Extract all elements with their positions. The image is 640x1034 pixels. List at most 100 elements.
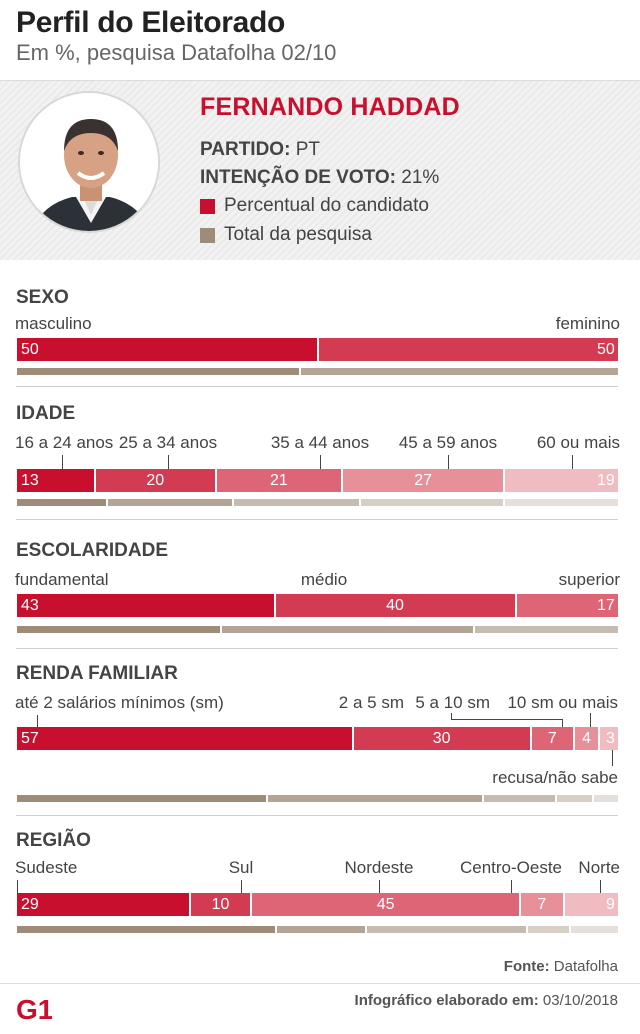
section-divider-idade bbox=[16, 519, 618, 520]
section-divider-renda-familiar bbox=[16, 815, 618, 816]
bar-escolaridade-2 bbox=[275, 594, 515, 617]
total-bar-escolaridade-1 bbox=[17, 626, 220, 633]
bar-value-idade-1: 13 bbox=[21, 472, 39, 489]
total-bar-sexo-1 bbox=[17, 368, 299, 375]
bar-value-regi-o-3: 45 bbox=[376, 896, 395, 913]
bar-value-regi-o-4: 7 bbox=[537, 896, 547, 913]
bar-renda-familiar-5 bbox=[600, 727, 618, 750]
bar-idade-3 bbox=[216, 469, 342, 492]
leader-line-regi-o-3 bbox=[379, 880, 380, 893]
section-title-sexo: SEXO bbox=[16, 287, 69, 308]
page-title: Perfil do Eleitorado bbox=[16, 6, 286, 39]
bar-regi-o-2 bbox=[190, 893, 251, 916]
total-bar-renda-familiar-4 bbox=[556, 795, 593, 802]
section-title-regi-o: REGIÃO bbox=[16, 830, 91, 851]
category-label-idade-1: 16 a 24 anos bbox=[15, 433, 114, 452]
leader-line-idade-3 bbox=[320, 455, 321, 469]
bar-idade-2 bbox=[96, 469, 215, 492]
bar-value-regi-o-5: 9 bbox=[606, 896, 615, 913]
category-label-escolaridade-2: médio bbox=[300, 570, 348, 589]
bar-value-renda-familiar-2: 30 bbox=[432, 730, 451, 747]
leader-line-renda-familiar-3a bbox=[451, 713, 452, 719]
leader-line-regi-o-1 bbox=[17, 880, 18, 893]
legend-swatch-total bbox=[200, 227, 215, 243]
bar-escolaridade-1 bbox=[17, 594, 274, 617]
bar-value-sexo-2: 50 bbox=[597, 341, 615, 358]
section-title-escolaridade: ESCOLARIDADE bbox=[16, 540, 169, 561]
footer-divider bbox=[0, 983, 640, 984]
bar-value-renda-familiar-5: 3 bbox=[606, 730, 615, 747]
source-label: Fonte: bbox=[503, 958, 550, 975]
leader-line-regi-o-2 bbox=[241, 880, 242, 893]
category-label-idade-5: 60 ou mais bbox=[536, 433, 620, 452]
category-label-idade-2: 25 a 34 anos bbox=[118, 433, 218, 452]
total-bar-idade-1 bbox=[17, 499, 106, 506]
leader-line-regi-o-4 bbox=[511, 880, 512, 893]
total-bar-renda-familiar-2 bbox=[268, 795, 482, 802]
category-label-idade-4: 45 a 59 anos bbox=[398, 433, 498, 452]
legend-swatch-candidate bbox=[200, 198, 215, 214]
total-bar-regi-o-5 bbox=[571, 926, 618, 933]
bar-value-idade-4: 27 bbox=[414, 472, 433, 489]
bar-renda-familiar-2 bbox=[353, 727, 530, 750]
category-label-idade-3: 35 a 44 anos bbox=[270, 433, 370, 452]
total-bar-renda-familiar-3 bbox=[483, 795, 555, 802]
leader-line-idade-2 bbox=[168, 455, 169, 469]
vote-line: INTENÇÃO DE VOTO: 21% bbox=[200, 167, 439, 189]
total-bar-escolaridade-2 bbox=[221, 626, 473, 633]
category-label-sexo-2: feminino bbox=[555, 314, 620, 333]
leader-line-renda-familiar-3b bbox=[451, 719, 562, 720]
leader-line-idade-1 bbox=[62, 455, 63, 469]
bar-idade-4 bbox=[343, 469, 504, 492]
source-note: Fonte: Datafolha bbox=[504, 958, 618, 975]
leader-line-renda-familiar-3c bbox=[562, 719, 563, 727]
total-bar-regi-o-2 bbox=[277, 926, 366, 933]
leader-line-renda-familiar-4 bbox=[590, 713, 591, 727]
bar-value-idade-3: 21 bbox=[269, 472, 288, 489]
leader-line-renda-familiar-1 bbox=[37, 715, 38, 727]
category-label-escolaridade-1: fundamental bbox=[15, 570, 109, 589]
candidate-photo bbox=[18, 91, 160, 233]
bar-value-idade-5: 19 bbox=[597, 472, 615, 489]
section-title-renda-familiar: RENDA FAMILIAR bbox=[16, 663, 178, 684]
category-label-renda-familiar-3: 5 a 10 sm bbox=[415, 693, 490, 712]
legend-total: Total da pesquisa bbox=[200, 224, 372, 246]
category-label-renda-familiar-1: até 2 salários mínimos (sm) bbox=[15, 693, 224, 712]
bar-value-renda-familiar-1: 57 bbox=[21, 730, 39, 747]
bar-escolaridade-3 bbox=[516, 594, 618, 617]
category-label-renda-familiar-5: recusa/não sabe bbox=[492, 768, 618, 787]
total-bar-regi-o-1 bbox=[17, 926, 276, 933]
party-label: PARTIDO: bbox=[200, 139, 291, 160]
bar-value-sexo-1: 50 bbox=[21, 341, 39, 358]
bar-sexo-2 bbox=[318, 338, 618, 361]
section-divider-escolaridade bbox=[16, 648, 618, 649]
vote-label: INTENÇÃO DE VOTO: bbox=[200, 167, 396, 188]
bar-idade-5 bbox=[505, 469, 618, 492]
section-title-idade: IDADE bbox=[16, 403, 76, 424]
category-label-renda-familiar-4: 10 sm ou mais bbox=[507, 693, 618, 712]
bar-renda-familiar-3 bbox=[531, 727, 573, 750]
total-bar-idade-2 bbox=[107, 499, 233, 506]
source-value: Datafolha bbox=[553, 958, 618, 975]
total-bar-renda-familiar-1 bbox=[17, 795, 267, 802]
page-subtitle: Em %, pesquisa Datafolha 02/10 bbox=[16, 40, 337, 65]
g1-logo-text: G1 bbox=[16, 994, 52, 1022]
bar-value-regi-o-1: 29 bbox=[21, 896, 39, 913]
bar-value-idade-2: 20 bbox=[146, 472, 165, 489]
total-bar-sexo-2 bbox=[300, 368, 618, 375]
bar-regi-o-1 bbox=[17, 893, 189, 916]
bar-value-renda-familiar-3: 7 bbox=[547, 730, 557, 747]
category-label-sexo-1: masculino bbox=[15, 314, 92, 333]
section-divider-sexo bbox=[16, 386, 618, 387]
leader-line-regi-o-5 bbox=[600, 880, 601, 893]
total-bar-regi-o-3 bbox=[367, 926, 526, 933]
bar-regi-o-4 bbox=[521, 893, 563, 916]
total-bar-idade-4 bbox=[361, 499, 504, 506]
credit-note: Infográfico elaborado em: 03/10/2018 bbox=[355, 992, 618, 1009]
category-label-regi-o-3: Nordeste bbox=[344, 858, 414, 877]
bar-regi-o-5 bbox=[564, 893, 618, 916]
category-label-regi-o-5: Norte bbox=[578, 858, 620, 877]
candidate-profile: FERNANDO HADDAD PARTIDO: PT INTENÇÃO DE … bbox=[0, 80, 640, 260]
category-label-renda-familiar-2: 2 a 5 sm bbox=[338, 693, 404, 712]
leader-line-idade-5 bbox=[572, 455, 573, 469]
